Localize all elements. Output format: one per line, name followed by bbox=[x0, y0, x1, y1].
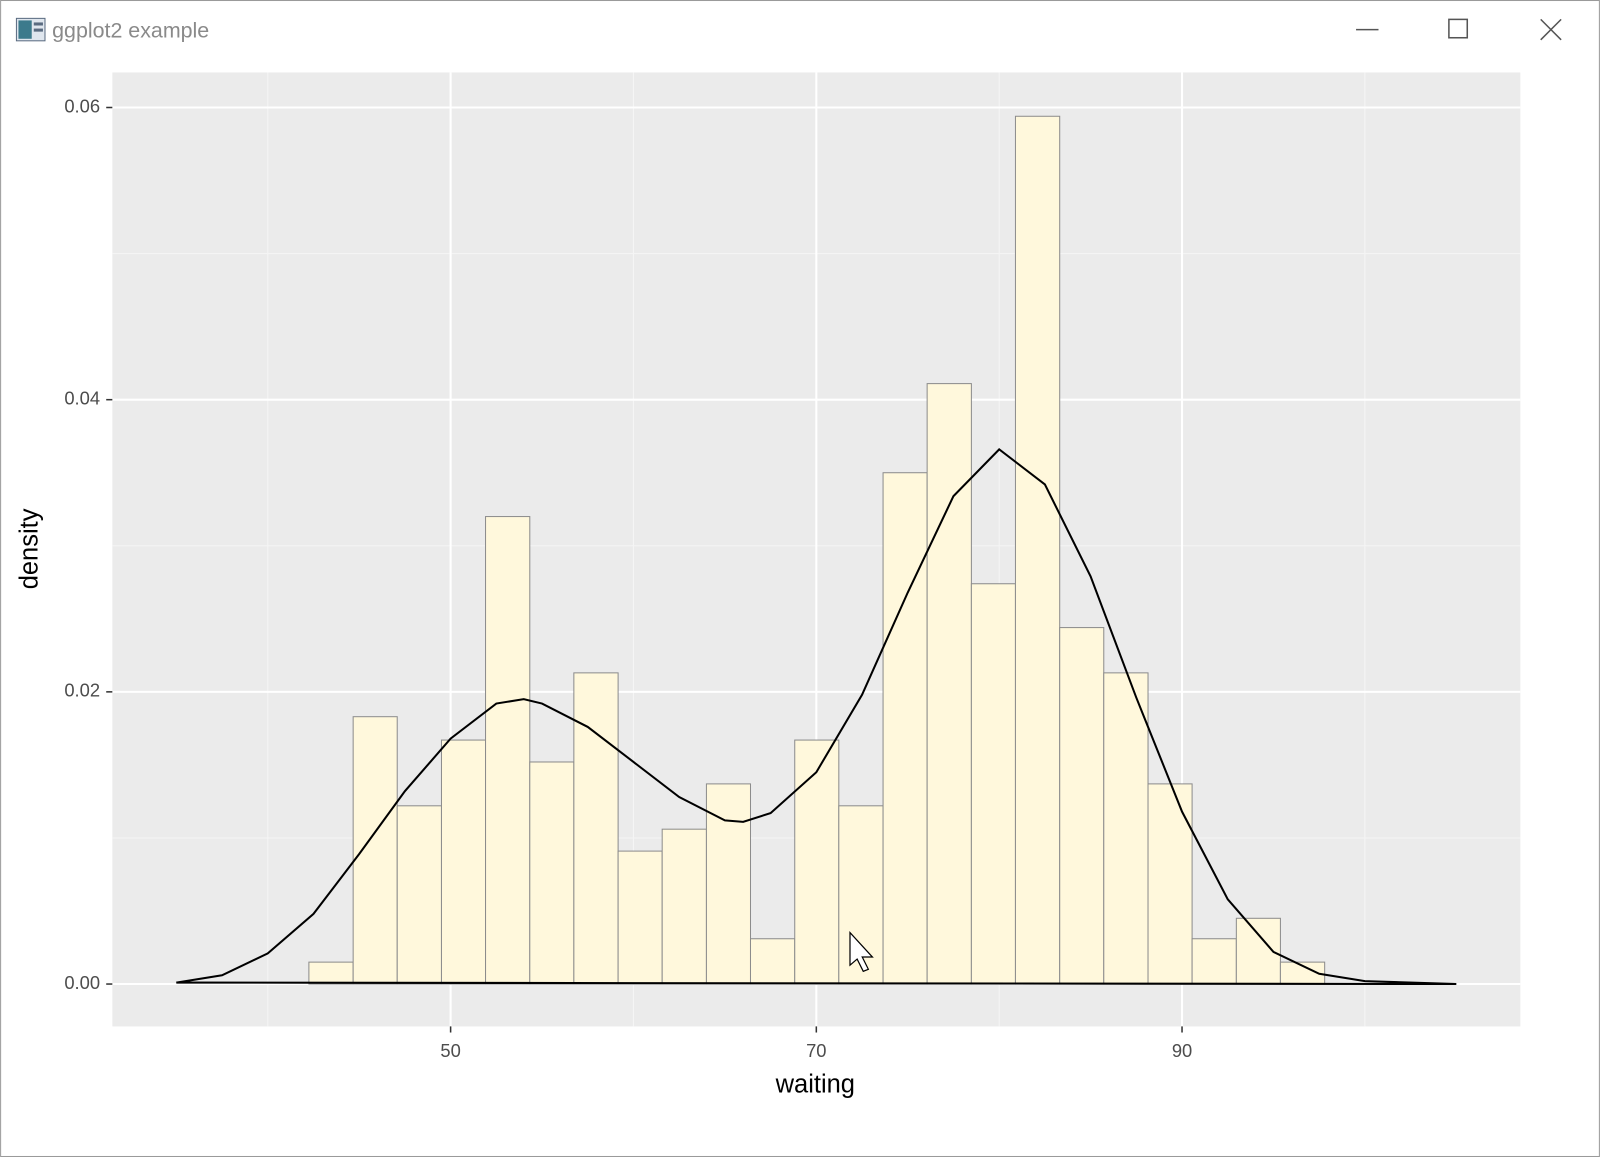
plot: 50 70 90 0.00 0.02 0.04 0.06 bbox=[64, 72, 1521, 1061]
close-button[interactable] bbox=[1540, 18, 1562, 41]
bar bbox=[661, 828, 707, 985]
bar bbox=[1147, 783, 1193, 985]
y-tick-label: 0.04 bbox=[64, 388, 100, 409]
bar bbox=[396, 805, 442, 985]
bar bbox=[352, 716, 398, 985]
x-tick-label: 90 bbox=[1172, 1040, 1192, 1061]
bar bbox=[485, 516, 531, 985]
x-axis-title: waiting bbox=[775, 1070, 855, 1098]
mouse-cursor bbox=[849, 930, 874, 973]
bar bbox=[1059, 627, 1105, 985]
y-tick-label: 0.06 bbox=[64, 95, 100, 116]
window-title: ggplot2 example bbox=[52, 18, 209, 42]
density-curve bbox=[176, 447, 1457, 986]
bar bbox=[926, 383, 972, 985]
y-tick-label: 0.00 bbox=[64, 972, 100, 993]
bar bbox=[1191, 938, 1237, 985]
bar bbox=[573, 672, 619, 985]
bar bbox=[1103, 672, 1149, 985]
bar bbox=[617, 850, 663, 985]
bar bbox=[440, 739, 487, 985]
x-tick-label: 70 bbox=[806, 1040, 826, 1061]
y-axis-title: density bbox=[15, 508, 43, 589]
y-tick-label: 0.02 bbox=[64, 680, 100, 701]
maximize-button[interactable] bbox=[1448, 18, 1469, 39]
bar bbox=[970, 583, 1016, 985]
bar bbox=[749, 938, 796, 985]
bar bbox=[705, 783, 752, 985]
bar bbox=[308, 961, 354, 985]
bar bbox=[529, 761, 575, 985]
bar bbox=[882, 472, 928, 985]
bar bbox=[794, 739, 840, 985]
x-tick-label: 50 bbox=[440, 1040, 460, 1061]
app-icon bbox=[15, 17, 46, 42]
bar bbox=[1014, 115, 1061, 985]
